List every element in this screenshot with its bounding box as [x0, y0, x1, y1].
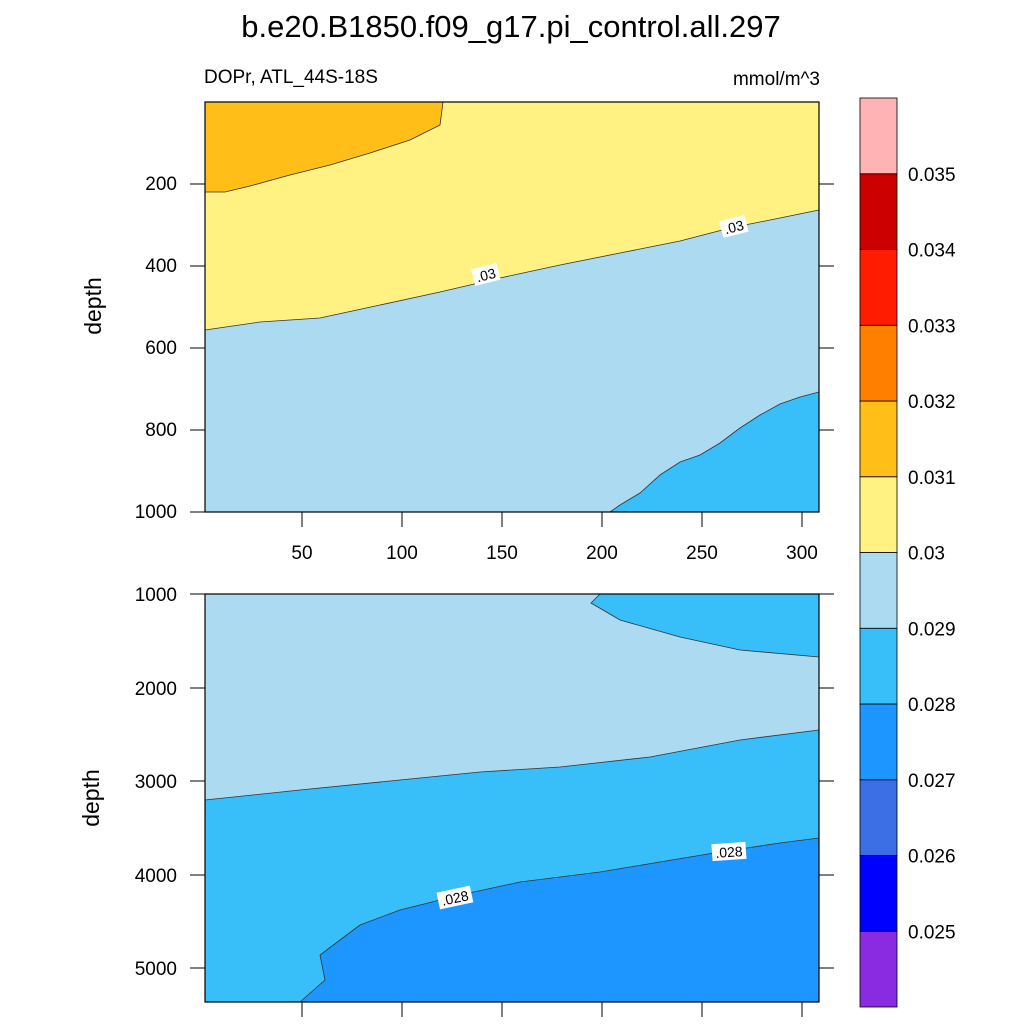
- lower-region-0.027-0.028: [300, 838, 819, 1002]
- colorbar-label: 0.035: [908, 165, 956, 186]
- contour-label-text: .03: [475, 265, 498, 285]
- lower-panel: .028 .028 1000 2000 3000 4000 5000 depth: [78, 585, 834, 1017]
- y-tick-label: 400: [145, 256, 177, 277]
- upper-y-axis-label: depth: [80, 277, 106, 335]
- contour-label-text: .028: [440, 887, 470, 908]
- colorbar-box: [859, 249, 898, 326]
- colorbar-label: 0.03: [908, 544, 945, 565]
- upper-region-0.031-0.032: [205, 102, 443, 192]
- colorbar-box: [859, 400, 898, 478]
- colorbar-box: [859, 97, 898, 175]
- upper-plot-frame: [204, 101, 820, 513]
- y-tick-label: 3000: [135, 772, 177, 793]
- y-tick-label: 4000: [135, 866, 177, 887]
- lower-region-0.029-0.03: [205, 594, 819, 800]
- y-tick-label: 1000: [135, 585, 177, 606]
- colorbar: 0.025 0.026 0.027 0.028 0.029 0.03 0.031 0.032 0…: [859, 97, 956, 1008]
- upper-y-tick-labels: 200 400 600 800 1000: [135, 174, 177, 523]
- colorbar-label: 0.026: [908, 847, 956, 868]
- y-tick-label: 1000: [135, 502, 177, 523]
- lower-contour-label-1: .028: [436, 885, 474, 910]
- colorbar-label: 0.032: [908, 392, 956, 413]
- upper-panel: .03 .03 200 400 600 800 1000 50 100 15: [80, 101, 834, 564]
- y-tick-label: 600: [145, 338, 177, 359]
- colorbar-box: [859, 324, 898, 402]
- x-tick-label: 200: [586, 543, 618, 564]
- x-tick-label: 300: [786, 543, 818, 564]
- y-tick-label: 800: [145, 420, 177, 441]
- x-tick-labels: 50 100 150 200 250 300: [291, 543, 817, 564]
- colorbar-box: [859, 173, 898, 250]
- colorbar-label: 0.028: [908, 695, 956, 716]
- upper-contour-label-2: .03: [719, 215, 749, 238]
- x-tick-label: 150: [486, 543, 518, 564]
- colorbar-label: 0.025: [908, 922, 956, 943]
- x-tick-label: 100: [386, 543, 418, 564]
- y-tick-label: 200: [145, 174, 177, 195]
- colorbar-label: 0.027: [908, 771, 956, 792]
- colorbar-box: [859, 779, 898, 856]
- colorbar-label: 0.029: [908, 619, 956, 640]
- colorbar-box: [859, 855, 898, 932]
- x-tick-label: 250: [686, 543, 718, 564]
- colorbar-label: 0.034: [908, 241, 956, 262]
- chart-title: b.e20.B1850.f09_g17.pi_control.all.297: [241, 9, 781, 44]
- colorbar-box: [859, 930, 898, 1008]
- upper-ticks: [190, 183, 834, 527]
- units-label: mmol/m^3: [733, 69, 820, 90]
- colorbar-box: [859, 703, 898, 781]
- colorbar-box: [859, 552, 898, 629]
- colorbar-box: [859, 627, 898, 705]
- lower-contour-label-2: .028: [711, 841, 747, 862]
- upper-contour-label-1: .03: [471, 263, 501, 286]
- lower-y-tick-labels: 1000 2000 3000 4000 5000: [135, 585, 177, 980]
- upper-region-0.03-0.031: [205, 102, 819, 330]
- y-tick-label: 2000: [135, 679, 177, 700]
- colorbar-label: 0.033: [908, 316, 956, 337]
- colorbar-label: 0.031: [908, 468, 956, 489]
- x-tick-label: 50: [291, 543, 312, 564]
- variable-label: DOPr, ATL_44S-18S: [204, 67, 378, 88]
- contour-label-text: .03: [723, 217, 746, 237]
- contour-label-text: .028: [715, 843, 744, 861]
- lower-y-axis-label: depth: [78, 769, 104, 827]
- upper-region-0.028-0.029: [610, 392, 819, 512]
- lower-ticks: [190, 593, 834, 1017]
- lower-plot-frame: [204, 593, 820, 1003]
- colorbar-box: [859, 476, 898, 553]
- y-tick-label: 5000: [135, 959, 177, 980]
